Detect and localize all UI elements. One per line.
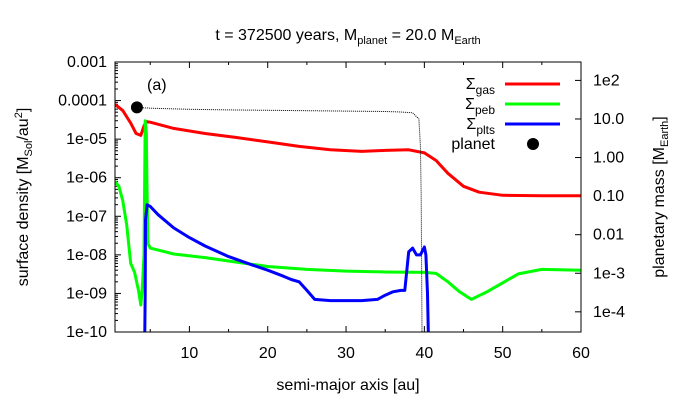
y-left-tick-label: 1e-07: [66, 208, 107, 225]
y-right-tick-label: 10.0: [593, 111, 624, 128]
series-line-peb: [115, 119, 581, 307]
y-left-tick-label: 1e-08: [66, 247, 107, 264]
chart-title: t = 372500 years, Mplanet = 20.0 MEarth: [215, 27, 480, 47]
panel-label: (a): [147, 77, 167, 94]
y-left-tick-label: 0.001: [67, 54, 107, 71]
x-tick-label: 40: [415, 345, 433, 362]
y-right-tick-label: 0.01: [593, 227, 624, 244]
y-right-tick-label: 1e-3: [593, 265, 625, 282]
x-tick-label: 30: [337, 345, 355, 362]
y-left-tick-label: 1e-05: [66, 131, 107, 148]
y-right-tick-label: 1e2: [593, 72, 620, 89]
series-line-gas: [115, 103, 581, 198]
planet-mass-track: [136, 106, 423, 332]
legend-label: planet: [451, 136, 495, 153]
y-right-tick-label: 1.00: [593, 150, 624, 167]
legend-label: Σplts: [466, 116, 495, 137]
plot-frame: [114, 61, 582, 333]
x-tick-label: 10: [181, 345, 199, 362]
y-left-tick-label: 1e-10: [66, 324, 107, 341]
series-line-plts: [143, 203, 430, 332]
legend-label: Σgas: [466, 76, 495, 97]
y-left-tick-label: 1e-06: [66, 170, 107, 187]
y-axis-label-right: planetary mass [MEarth]: [651, 116, 671, 277]
y-right-tick-label: 1e-4: [593, 304, 625, 321]
x-axis-label: semi-major axis [au]: [276, 377, 419, 394]
y-left-tick-label: 0.0001: [58, 93, 107, 110]
y-right-tick-label: 0.10: [593, 188, 624, 205]
legend-marker-planet: [527, 138, 539, 150]
x-tick-label: 60: [572, 345, 590, 362]
legend-label: Σpeb: [465, 96, 495, 117]
x-tick-label: 50: [494, 345, 512, 362]
y-left-tick-label: 1e-09: [66, 285, 107, 302]
y-axis-label-left: surface density [MSol/au2]: [13, 108, 35, 287]
ticks-layer: 10 20 30 40 50 60 1e-10 1e-09 1e-08 1e-07 1e-06 1e-…: [58, 54, 625, 362]
series-layer: [115, 101, 581, 332]
x-tick-label: 20: [259, 345, 277, 362]
